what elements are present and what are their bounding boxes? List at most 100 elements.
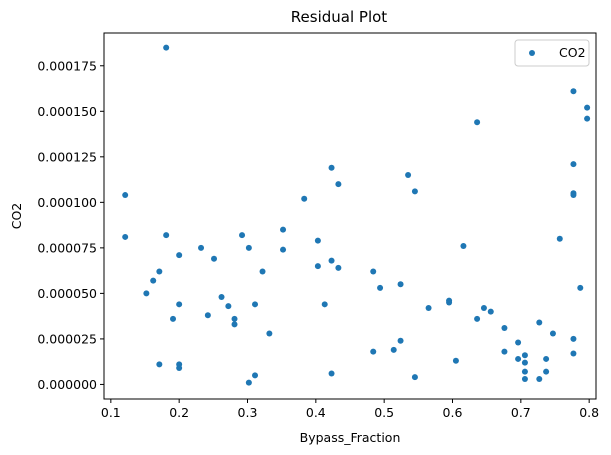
y-tick-label: 0.000025 [37, 331, 97, 346]
data-point [501, 348, 508, 355]
data-point [163, 232, 170, 239]
data-point [397, 337, 404, 344]
data-point [411, 374, 418, 381]
data-point [204, 312, 211, 319]
data-point [280, 246, 287, 253]
x-tick-label: 0.6 [443, 405, 463, 420]
legend: CO2 [514, 39, 590, 67]
data-point [252, 301, 259, 308]
data-point [156, 361, 163, 368]
y-tick-label: 0.000125 [37, 149, 97, 164]
data-point [501, 324, 508, 331]
x-tick-label: 0.8 [579, 405, 599, 420]
data-point [198, 244, 205, 251]
data-point [252, 372, 259, 379]
data-point [377, 284, 384, 291]
data-point [225, 303, 232, 310]
data-point [521, 368, 528, 375]
data-point [122, 192, 129, 199]
data-point [218, 294, 225, 301]
data-point [474, 315, 481, 322]
x-axis-label: Bypass_Fraction [300, 430, 401, 445]
legend-marker [529, 50, 535, 56]
y-tick-label: 0.000075 [37, 240, 97, 255]
data-point [266, 330, 273, 337]
data-point [314, 263, 321, 270]
data-point [521, 352, 528, 359]
data-point [487, 308, 494, 315]
data-point [245, 244, 252, 251]
data-point [570, 350, 577, 357]
data-point [556, 235, 563, 242]
data-point [425, 304, 432, 311]
scatter-points [122, 44, 591, 386]
data-point [480, 304, 487, 311]
y-axis-label: CO2 [9, 203, 24, 230]
y-tick-label: 0.000100 [37, 195, 97, 210]
data-point [452, 357, 459, 364]
x-axis: 0.1 0.2 0.3 0.4 0.5 0.6 0.7 0.8 [101, 399, 599, 420]
data-point [231, 315, 238, 322]
data-point [335, 264, 342, 271]
y-tick-label: 0.000000 [37, 377, 97, 392]
data-point [259, 268, 266, 275]
x-tick-label: 0.3 [238, 405, 258, 420]
data-point [536, 319, 543, 326]
x-tick-label: 0.5 [374, 405, 394, 420]
data-point [176, 365, 183, 372]
x-tick-label: 0.1 [101, 405, 121, 420]
data-point [390, 346, 397, 353]
data-point [280, 226, 287, 233]
data-point [577, 284, 584, 291]
data-point [163, 44, 170, 51]
y-tick-label: 0.000050 [37, 286, 97, 301]
legend-box [514, 39, 590, 67]
data-point [570, 192, 577, 199]
data-point [328, 164, 335, 171]
y-tick-label: 0.000150 [37, 104, 97, 119]
plot-frame [103, 32, 597, 400]
data-point [570, 335, 577, 342]
data-point [549, 330, 556, 337]
data-point [543, 355, 550, 362]
data-point [405, 172, 412, 179]
data-point [314, 237, 321, 244]
data-point [239, 232, 246, 239]
data-point [521, 375, 528, 382]
data-point [328, 370, 335, 377]
data-point [150, 277, 157, 284]
chart-title: Residual Plot [291, 8, 388, 26]
data-point [370, 268, 377, 275]
data-point [231, 321, 238, 328]
data-point [584, 104, 591, 111]
x-tick-label: 0.4 [306, 405, 326, 420]
y-tick-label: 0.000175 [37, 58, 97, 73]
data-point [301, 195, 308, 202]
data-point [143, 290, 150, 297]
data-point [321, 301, 328, 308]
data-point [515, 355, 522, 362]
data-point [446, 299, 453, 306]
data-point [521, 359, 528, 366]
data-point [397, 281, 404, 288]
data-point [411, 188, 418, 195]
y-axis: 0.000000 0.000025 0.000050 0.000075 0.000100… [37, 58, 104, 392]
data-point [460, 243, 467, 250]
x-tick-label: 0.2 [169, 405, 189, 420]
data-point [176, 252, 183, 259]
data-point [584, 115, 591, 122]
data-point [170, 315, 177, 322]
data-point [335, 181, 342, 188]
x-tick-label: 0.7 [511, 405, 531, 420]
data-point [328, 257, 335, 264]
data-point [122, 233, 129, 240]
data-point [570, 161, 577, 168]
legend-label: CO2 [559, 45, 586, 60]
data-point [245, 379, 252, 386]
data-point [176, 301, 183, 308]
data-point [536, 375, 543, 382]
data-point [156, 268, 163, 275]
data-point [543, 368, 550, 375]
data-point [515, 339, 522, 346]
